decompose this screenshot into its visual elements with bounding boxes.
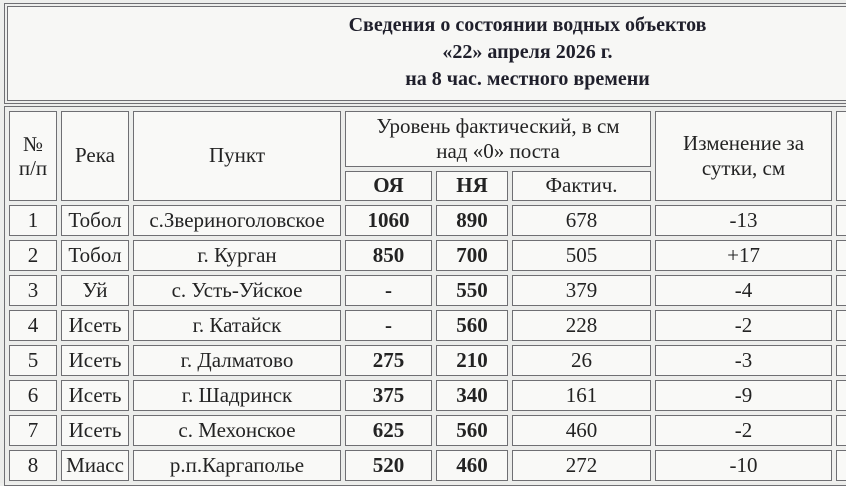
cell-factual: 505 — [512, 240, 652, 271]
cell-clipped — [836, 345, 846, 376]
cell-river: Исеть — [61, 345, 129, 376]
cell-station: с. Усть-Уйское — [133, 275, 341, 306]
cell-clipped — [836, 415, 846, 446]
cell-station: с.Звериноголовское — [133, 205, 341, 236]
cell-nya: 560 — [436, 310, 508, 341]
table-row: 5 Исеть г. Далматово 275 210 26 -3 — [9, 345, 846, 376]
cell-river: Уй — [61, 275, 129, 306]
cell-factual: 228 — [512, 310, 652, 341]
cell-nya: 560 — [436, 415, 508, 446]
cell-nya: 550 — [436, 275, 508, 306]
cell-factual: 161 — [512, 380, 652, 411]
cell-river: Исеть — [61, 380, 129, 411]
cell-station: г. Далматово — [133, 345, 341, 376]
cell-clipped — [836, 380, 846, 411]
cell-oya: - — [345, 310, 432, 341]
cell-num: 7 — [9, 415, 57, 446]
cell-change: -2 — [655, 310, 833, 341]
table-row: 6 Исеть г. Шадринск 375 340 161 -9 — [9, 380, 846, 411]
header-factual: Фактич. — [512, 171, 652, 201]
cell-oya: 520 — [345, 450, 432, 481]
table-row: 1 Тобол с.Звериноголовское 1060 890 678 … — [9, 205, 846, 236]
cell-river: Исеть — [61, 310, 129, 341]
cell-nya: 460 — [436, 450, 508, 481]
cell-station: р.п.Каргаполье — [133, 450, 341, 481]
cell-river: Тобол — [61, 205, 129, 236]
header-nya: НЯ — [436, 171, 508, 201]
cell-station: г. Шадринск — [133, 380, 341, 411]
cell-nya: 210 — [436, 345, 508, 376]
cell-oya: 375 — [345, 380, 432, 411]
cell-oya: 850 — [345, 240, 432, 271]
report-title-line2: «22» апреля 2026 г. — [442, 41, 613, 63]
table-row: 7 Исеть с. Мехонское 625 560 460 -2 — [9, 415, 846, 446]
cell-num: 8 — [9, 450, 57, 481]
cell-nya: 340 — [436, 380, 508, 411]
report-title: Сведения о состоянии водных объектов «22… — [7, 6, 846, 101]
cell-num: 4 — [9, 310, 57, 341]
cell-change: -3 — [655, 345, 833, 376]
cell-clipped — [836, 310, 846, 341]
header-level-group: Уровень фактический, в см над «0» поста — [345, 111, 652, 167]
cell-station: г. Курган — [133, 240, 341, 271]
header-num: № п/п — [9, 111, 57, 201]
cell-river: Тобол — [61, 240, 129, 271]
cell-change: -4 — [655, 275, 833, 306]
cell-clipped — [836, 275, 846, 306]
cell-factual: 460 — [512, 415, 652, 446]
cell-oya: 1060 — [345, 205, 432, 236]
cell-clipped — [836, 240, 846, 271]
cell-nya: 890 — [436, 205, 508, 236]
header-river: Река — [61, 111, 129, 201]
header-change: Изменение за сутки, см — [655, 111, 833, 201]
cell-change: -2 — [655, 415, 833, 446]
cell-oya: 625 — [345, 415, 432, 446]
cell-oya: - — [345, 275, 432, 306]
cell-num: 2 — [9, 240, 57, 271]
report-title-line1: Сведения о состоянии водных объектов — [348, 14, 707, 36]
cell-change: +17 — [655, 240, 833, 271]
cell-clipped — [836, 450, 846, 481]
cell-change: -10 — [655, 450, 833, 481]
cell-nya: 700 — [436, 240, 508, 271]
cell-factual: 379 — [512, 275, 652, 306]
cell-change: -13 — [655, 205, 833, 236]
cell-station: с. Мехонское — [133, 415, 341, 446]
report-sheet: Сведения о состоянии водных объектов «22… — [4, 3, 846, 486]
cell-river: Миасс — [61, 450, 129, 481]
header-oya: ОЯ — [345, 171, 432, 201]
cell-num: 6 — [9, 380, 57, 411]
cell-factual: 272 — [512, 450, 652, 481]
cell-station: г. Катайск — [133, 310, 341, 341]
header-clipped-column — [836, 111, 846, 201]
table-row: 3 Уй с. Усть-Уйское - 550 379 -4 — [9, 275, 846, 306]
cell-river: Исеть — [61, 415, 129, 446]
cell-num: 1 — [9, 205, 57, 236]
table-row: 8 Миасс р.п.Каргаполье 520 460 272 -10 — [9, 450, 846, 481]
water-table-body: 1 Тобол с.Звериноголовское 1060 890 6 7 8 … — [9, 205, 846, 481]
cell-clipped — [836, 205, 846, 236]
cell-change: -9 — [655, 380, 833, 411]
table-row: 4 Исеть г. Катайск - 560 228 -2 — [9, 310, 846, 341]
report-title-line3: на 8 час. местного времени — [405, 68, 650, 90]
cell-num: 5 — [9, 345, 57, 376]
cell-num: 3 — [9, 275, 57, 306]
cell-factual: 678 — [512, 205, 652, 236]
cell-oya: 275 — [345, 345, 432, 376]
report-title-box: Сведения о состоянии водных объектов «22… — [4, 3, 846, 104]
table-row: 2 Тобол г. Курган 850 700 505 +17 — [9, 240, 846, 271]
header-station: Пункт — [133, 111, 341, 201]
cell-factual: 26 — [512, 345, 652, 376]
water-levels-table: № п/п Река Пункт Уровень фактический, в … — [4, 106, 846, 486]
